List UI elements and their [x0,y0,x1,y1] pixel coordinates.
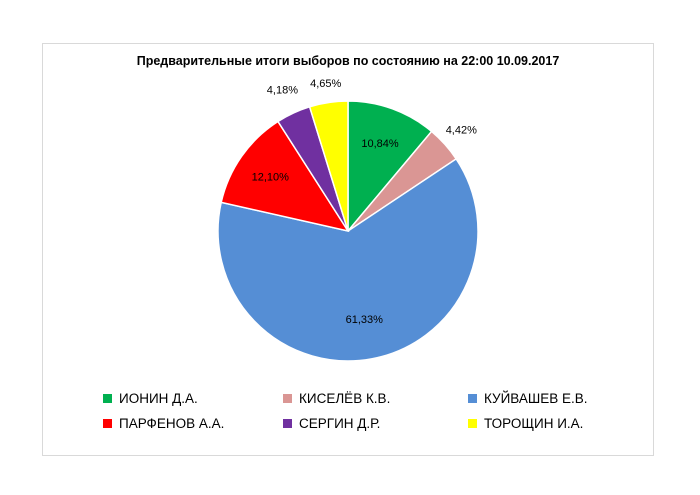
legend-label: КИСЕЛЁВ К.В. [299,391,391,406]
legend-swatch [283,419,292,428]
legend-item-6: ТОРОЩИН И.А. [468,416,583,431]
pie-slice-3 [217,157,479,362]
pie-chart: 10,84% 4,42% 61,33% 12,10% 4,18% 4,65% [217,78,479,362]
data-label-1: 10,84% [361,138,399,150]
chart-area: Предварительные итоги выборов по состоян… [42,43,654,456]
pie-slice-4 [220,120,350,233]
legend-swatch [283,394,292,403]
legend-item-2: КИСЕЛЁВ К.В. [283,391,390,406]
legend-item-1: ИОНИН Д.А. [103,391,198,406]
pie-slice-6 [308,100,349,232]
legend-label: ПАРФЕНОВ А.А. [119,416,225,431]
legend-label: ИОНИН Д.А. [119,391,198,406]
legend-label: СЕРГИН Д.Р. [299,416,381,431]
legend-label: КУЙВАШЕВ Е.В. [484,391,588,406]
data-label-5: 4,18% [267,85,298,97]
data-label-4: 12,10% [252,172,290,184]
data-label-2: 4,42% [446,125,477,137]
data-label-3: 61,33% [346,314,384,326]
legend-item-4: ПАРФЕНОВ А.А. [103,416,224,431]
legend-swatch [468,394,477,403]
pie-slice-1 [347,100,433,234]
legend-swatch [103,419,112,428]
chart-title: Предварительные итоги выборов по состоян… [136,54,560,68]
legend-swatch [103,394,112,403]
legend-item-3: КУЙВАШЕВ Е.В. [468,391,588,406]
legend-item-5: СЕРГИН Д.Р. [283,416,380,431]
legend-swatch [468,419,477,428]
data-label-6: 4,65% [310,78,341,90]
legend-label: ТОРОЩИН И.А. [484,416,584,431]
